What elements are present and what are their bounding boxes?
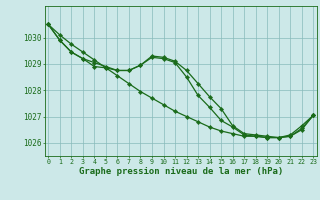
X-axis label: Graphe pression niveau de la mer (hPa): Graphe pression niveau de la mer (hPa) bbox=[79, 167, 283, 176]
